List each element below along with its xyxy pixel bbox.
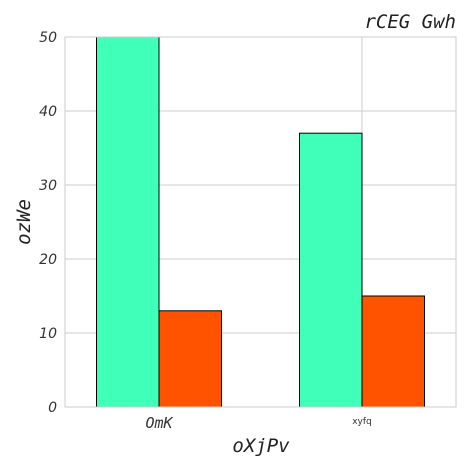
bars-layer: [96, 36, 425, 408]
plot-frame: [64, 36, 457, 408]
bar-omk-series-2: [158, 310, 222, 408]
bar-xyfq-series-2: [361, 295, 425, 408]
y-tick-label: 50: [39, 30, 57, 46]
plot-area-border: [64, 36, 457, 408]
y-tick-label: 20: [39, 252, 57, 268]
y-tick-label: 30: [39, 178, 57, 194]
chart-title: rCEG Gwh: [364, 11, 456, 33]
y-tick-label: 40: [39, 104, 57, 120]
x-axis-label: oXjPv: [232, 435, 290, 457]
y-tick-labels: 0 10 20 30 40 50: [39, 30, 57, 416]
bar-omk-series-1: [96, 36, 160, 408]
x-tick-labels: OmK xyfq: [145, 414, 371, 432]
y-tick-label: 0: [48, 400, 57, 416]
x-tick-label-xyfq: xyfq: [352, 417, 372, 427]
x-tick-label-omk: OmK: [145, 414, 173, 432]
y-axis-label: ozWe: [13, 199, 35, 245]
y-tick-label: 10: [39, 326, 57, 342]
bar-xyfq-series-1: [299, 132, 363, 408]
